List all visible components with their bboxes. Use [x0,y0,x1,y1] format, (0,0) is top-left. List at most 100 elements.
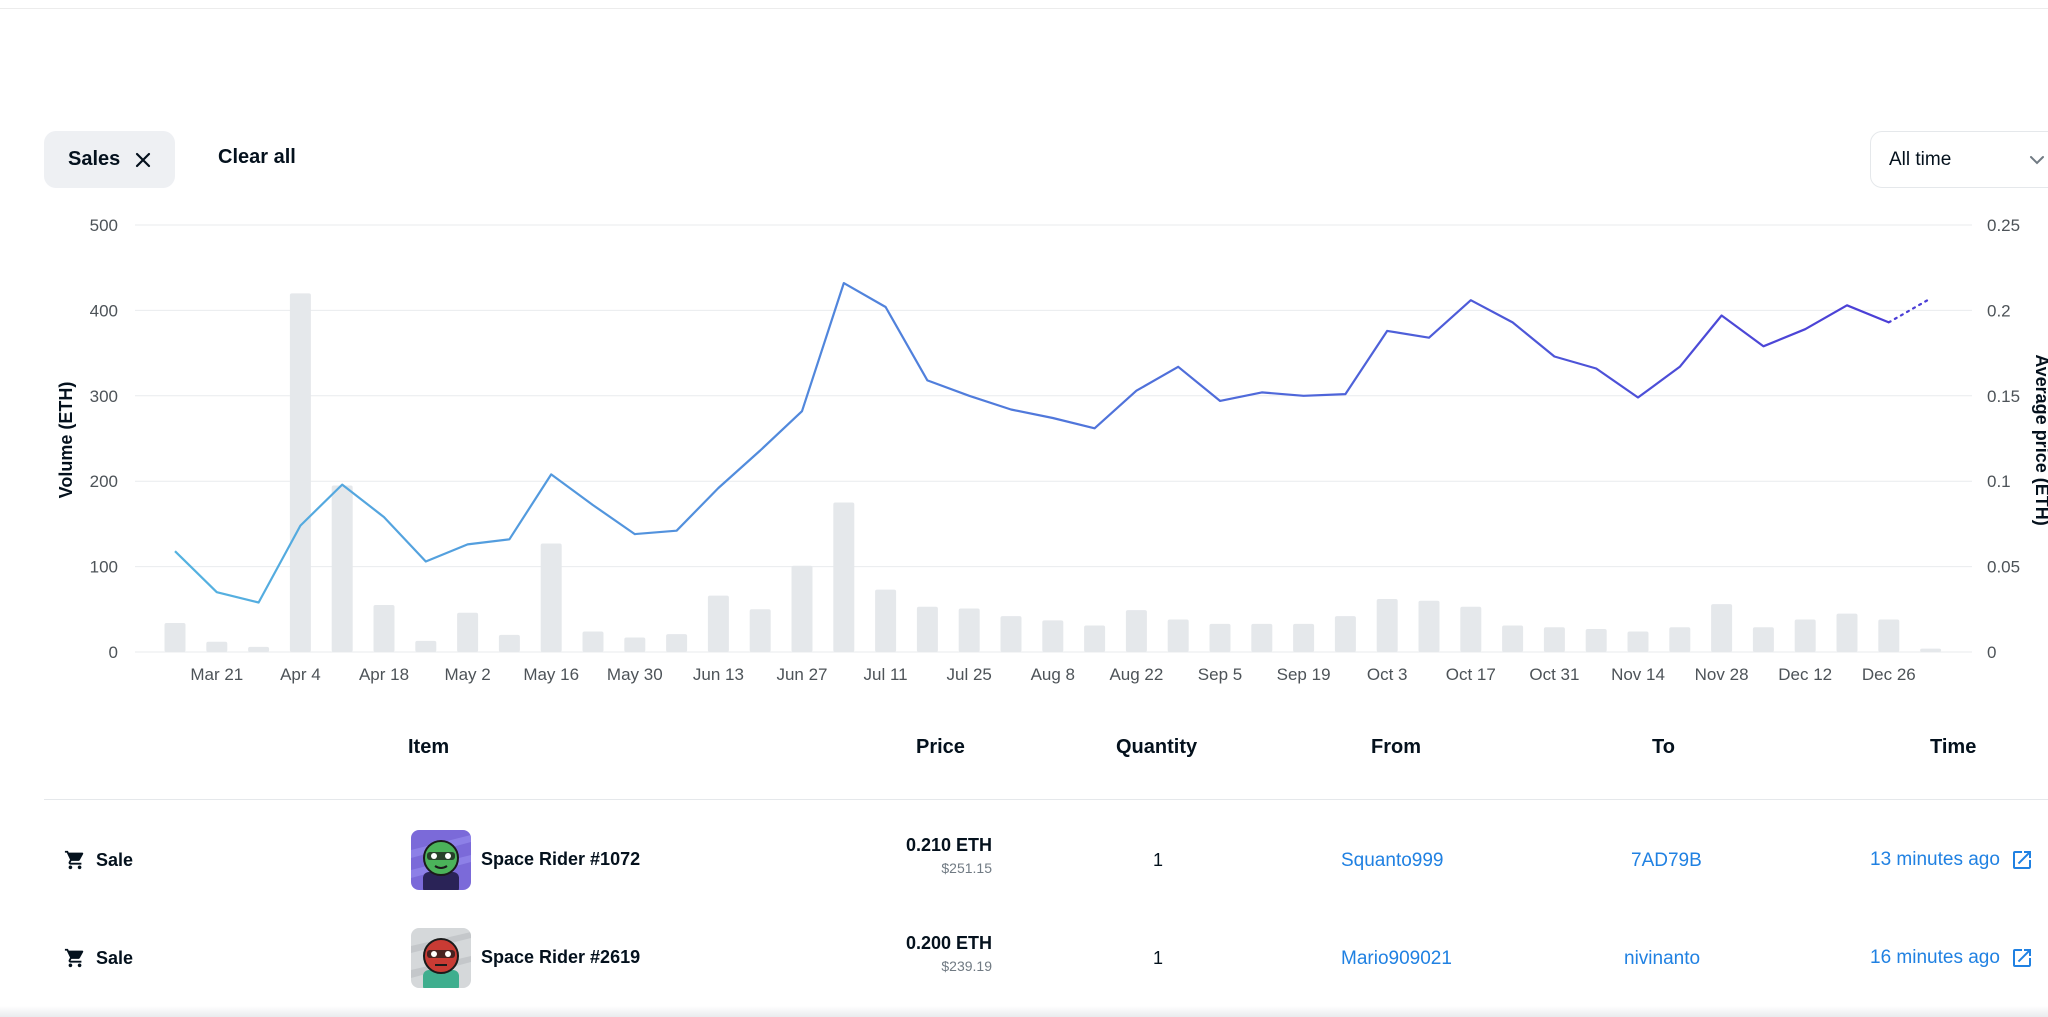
volume-bar [1084,625,1106,652]
volume-bar [206,641,228,652]
volume-bar [1209,623,1231,652]
x-tick-label: May 16 [523,665,579,684]
to-user-link[interactable]: 7AD79B [1631,850,1702,871]
table-row[interactable]: Sale Space Rider #1072 0.210 ETH $251.15… [0,823,2048,913]
from-user-link[interactable]: Mario909021 [1341,948,1452,969]
volume-bar [373,605,395,652]
col-header-time: Time [1930,736,1977,758]
y-axis-left-ticks: 0 100 200 300 400 500 [90,216,118,662]
x-tick-label: Jul 25 [947,665,992,684]
volume-bar [1000,616,1022,652]
y-tick-left: 300 [90,387,118,406]
x-tick-label: May 2 [444,665,490,684]
x-tick-label: Aug 22 [1109,665,1163,684]
x-axis-ticks: Mar 21 Apr 4 Apr 18 May 2 May 16 May 30 Jun 13… [190,665,1915,684]
x-tick-label: Jun 13 [693,665,744,684]
volume-price-chart: 0 100 200 300 400 500 0 0.05 0.1 0.15 0.2 0.25 Mar… [56,216,2048,684]
volume-bar [457,612,479,652]
event-label: Sale [96,849,134,870]
x-tick-label: Aug 8 [1031,665,1075,684]
volume-bar [1376,599,1398,652]
x-tick-label: Oct 3 [1367,665,1408,684]
item-thumbnail[interactable] [411,928,471,988]
item-name-link[interactable]: Space Rider #1072 [481,849,641,869]
x-tick-label: Apr 4 [280,665,321,684]
volume-bar [1167,619,1189,652]
volume-bar [875,589,897,652]
y-tick-left: 200 [90,472,118,491]
x-tick-label: Dec 26 [1862,665,1916,684]
from-user-link[interactable]: Squanto999 [1341,850,1444,871]
filter-chip-sales[interactable]: Sales [44,131,175,188]
space-rider-avatar [411,928,471,988]
event-label: Sale [96,947,134,968]
time-range-value: All time [1889,148,1952,170]
x-tick-label: Jun 27 [776,665,827,684]
volume-bar [1878,619,1900,652]
time-link[interactable]: 13 minutes ago [1870,848,2034,872]
volume-bars [164,293,1942,652]
y-tick-right: 0.2 [1987,301,2011,320]
volume-bar [1669,627,1691,652]
price-usd: $251.15 [941,860,992,876]
y-tick-left: 0 [109,643,118,662]
external-link-icon[interactable] [2010,848,2034,872]
price-cell: 0.200 ETH $239.19 [800,933,992,974]
event-type: Sale [64,947,133,969]
quantity-value: 1 [1152,948,1163,968]
y-tick-left: 500 [90,216,118,235]
bottom-shadow [0,1006,2048,1017]
price-cell: 0.210 ETH $251.15 [800,835,992,876]
filter-chip-label: Sales [68,148,121,170]
x-tick-label: Oct 17 [1446,665,1496,684]
col-header-quantity: Quantity [1116,736,1198,758]
y-axis-left-label: Volume (ETH) [56,382,76,499]
volume-bar [498,634,520,652]
x-tick-label: Oct 31 [1529,665,1579,684]
y-tick-right: 0.25 [1987,216,2020,235]
event-type: Sale [64,849,133,871]
volume-bar [1334,616,1356,652]
volume-bar [540,543,562,652]
volume-bar [1460,606,1482,652]
volume-bar [415,640,437,652]
x-tick-label: Mar 21 [190,665,243,684]
to-user-link[interactable]: nivinanto [1624,948,1701,969]
x-tick-label: Nov 28 [1695,665,1749,684]
volume-bar [1502,625,1524,652]
time-range-select[interactable]: All time [1870,131,2048,188]
x-tick-label: Sep 19 [1277,665,1331,684]
clear-all-button[interactable]: Clear all [218,146,296,168]
external-link-icon[interactable] [2010,946,2034,970]
volume-bar [1125,610,1147,652]
volume-bar [1293,623,1315,652]
time-link[interactable]: 16 minutes ago [1870,946,2034,970]
volume-bar [1794,619,1816,652]
item-name-link[interactable]: Space Rider #2619 [481,947,641,967]
volume-bar [164,622,186,652]
volume-bar [833,502,855,652]
time-text[interactable]: 16 minutes ago [1870,947,2000,968]
volume-bar [582,631,604,652]
chart-gridlines [135,224,1972,653]
top-divider [0,8,2048,9]
y-axis-right-label: Average price (ETH) [2032,354,2048,525]
price-line [174,282,1932,604]
volume-bar [1920,648,1942,652]
volume-bar [749,609,771,652]
col-header-from: From [1371,736,1421,758]
col-header-to: To [1652,736,1675,758]
volume-bar [791,565,813,652]
x-tick-label: Sep 5 [1198,665,1242,684]
volume-bar [707,595,729,652]
volume-bar [1711,604,1733,652]
time-text[interactable]: 13 minutes ago [1870,849,2000,870]
x-tick-label: Apr 18 [359,665,409,684]
col-header-item: Item [408,736,450,758]
volume-bar [1543,627,1565,652]
item-thumbnail[interactable] [411,830,471,890]
close-icon[interactable] [134,151,152,169]
table-row[interactable]: Sale Space Rider #2619 0.200 ETH $239.19… [0,921,2048,1011]
volume-bar [916,606,938,652]
y-tick-left: 100 [90,558,118,577]
